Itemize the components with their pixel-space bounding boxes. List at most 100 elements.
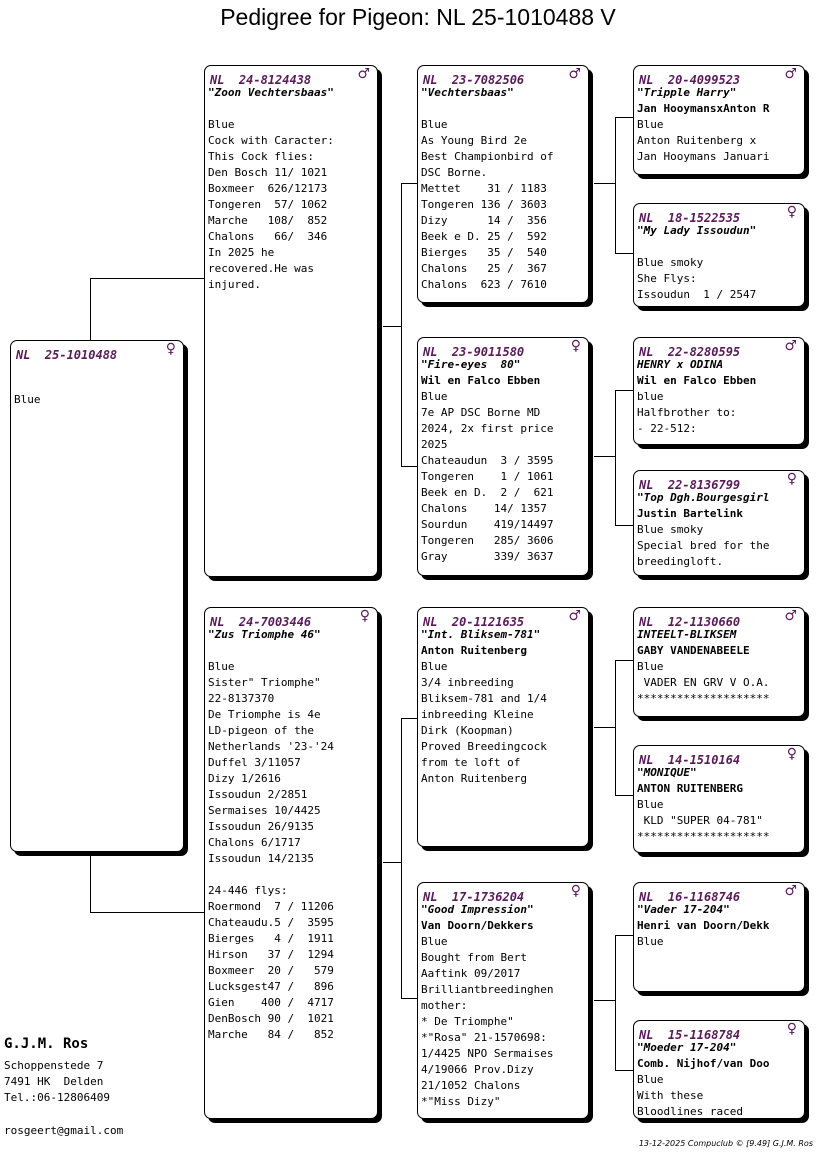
connector-line: [594, 1000, 615, 1001]
female-icon: ♀: [359, 608, 370, 624]
card-line: Tongeren 285/ 3606: [421, 534, 554, 547]
pigeon-card-dsd[interactable]: NL 14-1510164 ♀ "MONIQUE" ANTON RUITENBERG B…: [633, 745, 805, 853]
pigeon-card-sds[interactable]: NL 22-8280595 ♂ HENRY x ODINA Wil en Falco …: [633, 337, 805, 445]
ring-number: NL 24-8124438: [210, 73, 312, 87]
pigeon-card-dam-sire[interactable]: NL 20-1121635 ♂ "Int. Bliksem-781" Anton Ru…: [417, 607, 589, 847]
card-header: NL 23-9011580 ♀: [423, 338, 583, 359]
card-line: Blue: [421, 390, 448, 403]
card-line: Marche 84 / 852: [208, 1028, 334, 1041]
pigeon-card-dss[interactable]: NL 12-1130660 ♂ INTEELT-BLIKSEM GABY VANDEN…: [633, 607, 805, 717]
card-line: KLD "SUPER 04-781": [637, 814, 763, 827]
card-line: breedingloft.: [637, 555, 724, 568]
connector-line: [90, 912, 204, 913]
card-line: * De Triomphe": [421, 1015, 514, 1028]
card-line: Boxmeer 626/12173: [208, 182, 328, 195]
card-line: Blue: [14, 393, 41, 406]
ring-number: NL 20-1121635: [423, 615, 525, 629]
card-line: *"Miss Dizy": [421, 1095, 501, 1108]
ring-number: NL 24-7003446: [210, 615, 312, 629]
male-icon: ♂: [784, 608, 797, 624]
card-line: Hirson 37 / 1294: [208, 948, 334, 961]
connector-line: [615, 390, 616, 525]
card-line: [208, 867, 375, 883]
card-body: "MONIQUE" ANTON RUITENBERG Blue KLD "SUPER…: [637, 765, 802, 845]
pigeon-card-sire-dam[interactable]: NL 23-9011580 ♀ "Fire-eyes 80" Wil en Falco…: [417, 337, 589, 576]
card-line: As Young Bird 2e: [421, 134, 527, 147]
card-line: [208, 101, 375, 117]
card-line: [14, 360, 181, 376]
card-line: Bierges 35 / 540: [421, 246, 547, 259]
card-line: "Top Dgh.Bourgesgirl: [637, 491, 770, 504]
card-body: "Zoon Vechtersbaas" Blue Cock with Caracte…: [208, 85, 375, 293]
male-icon: ♂: [568, 66, 581, 82]
card-line: Halfbrother to:: [637, 406, 737, 419]
card-line: 24-446 flys:: [208, 884, 288, 897]
card-line: inbreeding Kleine: [421, 708, 534, 721]
pigeon-card-sire[interactable]: NL 24-8124438 ♂ "Zoon Vechtersbaas" Blue Coc…: [204, 65, 378, 577]
ring-number: NL 18-1522535: [639, 211, 741, 225]
card-line: "Vader 17-204": [637, 903, 730, 916]
pigeon-card-subject[interactable]: NL 25-1010488 ♀ Blue: [10, 340, 184, 852]
male-icon: ♂: [357, 66, 370, 82]
card-line: Dizy 1/2616: [208, 772, 281, 785]
connector-line: [383, 862, 401, 863]
card-line: [637, 239, 802, 255]
pigeon-card-sss[interactable]: NL 20-4099523 ♂ "Tripple Harry" Jan Hooyman…: [633, 65, 805, 175]
male-icon: ♂: [784, 883, 797, 899]
card-line: Blue: [637, 660, 664, 673]
ring-number: NL 22-8280595: [639, 345, 741, 359]
ring-number: NL 25-1010488: [16, 348, 118, 362]
card-line: Gray 339/ 3637: [421, 550, 554, 563]
pigeon-card-ddd[interactable]: NL 15-1168784 ♀ "Moeder 17-204" Comb. Nijho…: [633, 1020, 805, 1119]
card-line: Gien 400 / 4717: [208, 996, 334, 1009]
ring-number: NL 16-1168746: [639, 890, 741, 904]
female-icon: ♀: [786, 204, 797, 220]
pigeon-card-dam[interactable]: NL 24-7003446 ♀ "Zus Triomphe 46" Blue Siste…: [204, 607, 378, 1119]
owner-name: G.J.M. Ros: [4, 1036, 89, 1052]
connector-line: [383, 326, 401, 327]
card-line: "Zus Triomphe 46": [208, 628, 321, 641]
pigeon-card-dds[interactable]: NL 16-1168746 ♂ "Vader 17-204" Henri van Do…: [633, 882, 805, 992]
card-line: HENRY x ODINA: [637, 358, 724, 371]
ring-number: NL 23-7082506: [423, 73, 525, 87]
card-header: NL 14-1510164 ♀: [639, 746, 799, 767]
card-line: Blue: [637, 1073, 664, 1086]
card-header: NL 17-1736204 ♀: [423, 883, 583, 904]
card-body: "Top Dgh.Bourgesgirl Justin Bartelink Blue…: [637, 490, 802, 570]
connector-line: [594, 183, 615, 184]
female-icon: ♀: [165, 341, 176, 357]
connector-line: [615, 660, 616, 795]
card-line: 7e AP DSC Borne MD: [421, 406, 541, 419]
connector-line: [401, 183, 402, 466]
card-header: NL 22-8136799 ♀: [639, 471, 799, 492]
connector-line: [615, 117, 616, 253]
owner-email[interactable]: rosgeert@gmail.com: [4, 1124, 124, 1137]
male-icon: ♂: [784, 66, 797, 82]
card-line: Anton Ruitenberg: [421, 644, 527, 657]
card-header: NL 24-7003446 ♀: [210, 608, 372, 629]
card-line: Blue: [637, 798, 664, 811]
card-line: "Tripple Harry": [637, 86, 737, 99]
card-header: NL 12-1130660 ♂: [639, 608, 799, 629]
card-line: In 2025 he: [208, 246, 275, 259]
card-line: "Int. Bliksem-781": [421, 628, 541, 641]
card-line: Duffel 3/11057: [208, 756, 301, 769]
card-line: Anton Ruitenberg x: [637, 134, 757, 147]
card-line: Chateaudun 3 / 3595: [421, 454, 554, 467]
card-header: NL 18-1522535 ♀: [639, 204, 799, 225]
card-body: "My Lady Issoudun" Blue smoky She Flys: Iss…: [637, 223, 802, 303]
card-line: Blue smoky: [637, 256, 704, 269]
card-line: Dirk (Koopman): [421, 724, 514, 737]
female-icon: ♀: [786, 746, 797, 762]
pigeon-card-ssd[interactable]: NL 18-1522535 ♀ "My Lady Issoudun" Blue smo…: [633, 203, 805, 307]
pigeon-card-dam-dam[interactable]: NL 17-1736204 ♀ "Good Impression" Van Doorn…: [417, 882, 589, 1119]
card-body: INTEELT-BLIKSEM GABY VANDENABEELE Blue VAD…: [637, 627, 802, 707]
card-line: Blue: [637, 935, 664, 948]
card-header: NL 24-8124438 ♂: [210, 66, 372, 87]
card-line: [421, 101, 586, 117]
pigeon-card-sire-sire[interactable]: NL 23-7082506 ♂ "Vechtersbaas" Blue As Young…: [417, 65, 589, 303]
card-line: "My Lady Issoudun": [637, 224, 757, 237]
card-body: "Vader 17-204" Henri van Doorn/Dekk Blue: [637, 902, 802, 950]
card-line: Best Championbird of: [421, 150, 554, 163]
pigeon-card-sdd[interactable]: NL 22-8136799 ♀ "Top Dgh.Bourgesgirl Justin…: [633, 470, 805, 576]
